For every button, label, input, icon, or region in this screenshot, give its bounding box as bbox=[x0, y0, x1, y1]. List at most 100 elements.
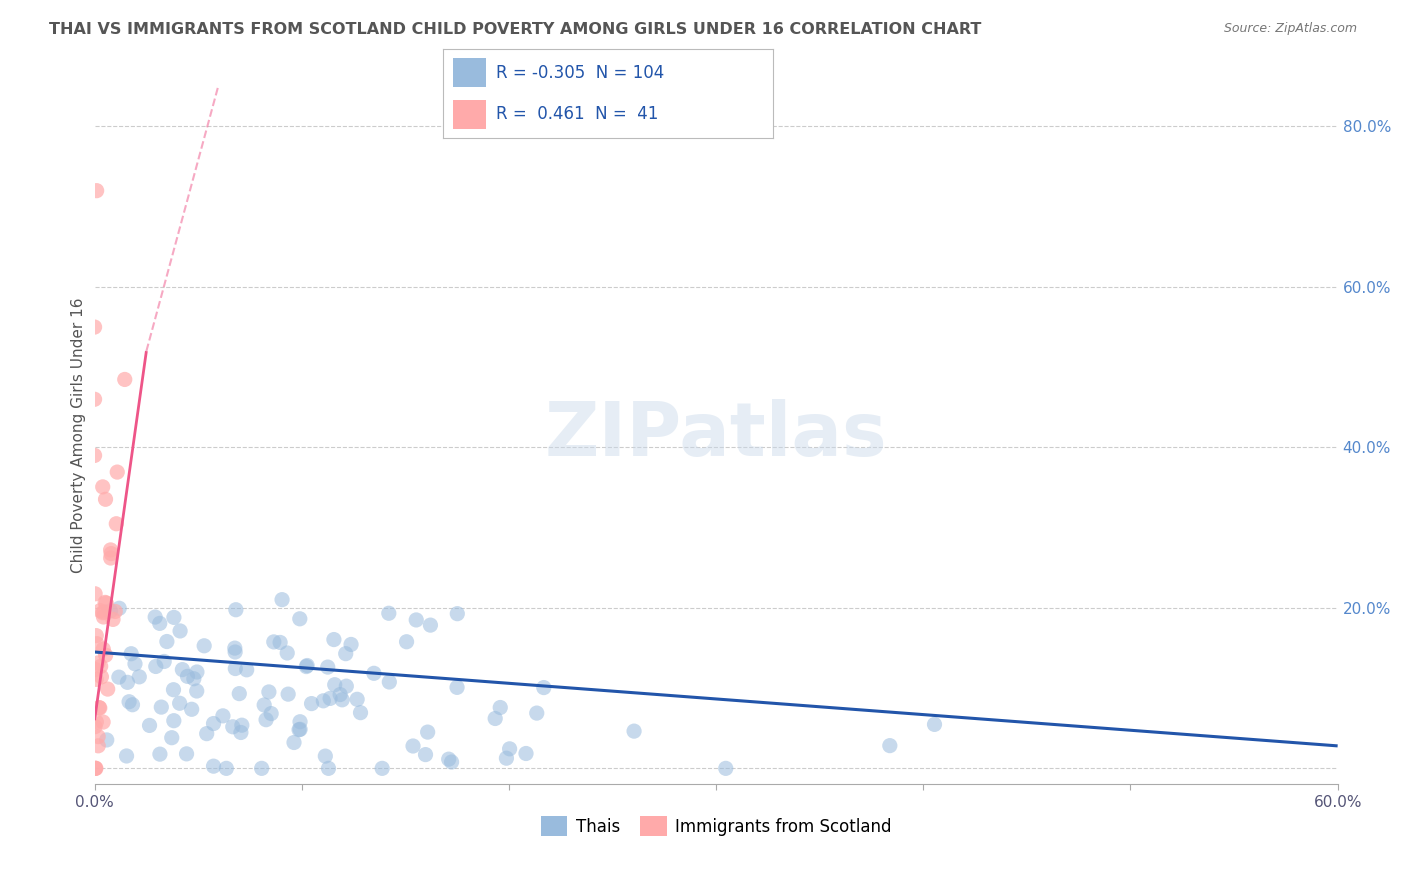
Point bbox=[96, 596, 118, 610]
Point bbox=[288, 723, 311, 737]
Point bbox=[105, 516, 128, 531]
Point bbox=[149, 616, 172, 631]
Point bbox=[224, 661, 246, 675]
Point bbox=[87, 739, 110, 753]
Point bbox=[186, 684, 208, 698]
Point bbox=[114, 372, 136, 386]
Point bbox=[91, 606, 114, 620]
Point bbox=[623, 724, 645, 739]
Point bbox=[162, 682, 184, 697]
Point bbox=[180, 702, 202, 716]
Point bbox=[195, 726, 218, 740]
Point bbox=[149, 747, 172, 761]
Point bbox=[446, 681, 468, 695]
Point bbox=[288, 714, 311, 729]
Point bbox=[91, 480, 114, 494]
Point bbox=[84, 761, 107, 775]
Point bbox=[108, 670, 131, 684]
Point bbox=[346, 692, 368, 706]
Point bbox=[202, 716, 225, 731]
Point bbox=[87, 730, 110, 744]
Point bbox=[94, 648, 117, 663]
Point bbox=[224, 645, 246, 659]
Point bbox=[277, 687, 299, 701]
Point bbox=[484, 711, 506, 725]
Point bbox=[86, 714, 108, 729]
Point bbox=[163, 610, 186, 624]
Point bbox=[225, 603, 247, 617]
Point bbox=[169, 624, 191, 638]
Point bbox=[498, 742, 520, 756]
Point bbox=[94, 595, 117, 609]
Point bbox=[314, 749, 336, 764]
Point bbox=[94, 492, 117, 507]
Point bbox=[89, 700, 111, 714]
Point bbox=[145, 659, 167, 673]
Point bbox=[105, 465, 128, 479]
Point bbox=[100, 551, 122, 566]
Point bbox=[323, 678, 346, 692]
Point bbox=[924, 717, 946, 731]
Point bbox=[295, 658, 318, 673]
Text: THAI VS IMMIGRANTS FROM SCOTLAND CHILD POVERTY AMONG GIRLS UNDER 16 CORRELATION : THAI VS IMMIGRANTS FROM SCOTLAND CHILD P… bbox=[49, 22, 981, 37]
Point bbox=[316, 660, 339, 674]
Point bbox=[446, 607, 468, 621]
Point bbox=[86, 184, 108, 198]
Point bbox=[416, 725, 439, 739]
Point bbox=[276, 646, 298, 660]
Point bbox=[91, 642, 114, 657]
Point bbox=[526, 706, 548, 720]
Point bbox=[335, 647, 357, 661]
Point bbox=[440, 755, 463, 769]
Point bbox=[437, 752, 460, 766]
Point bbox=[378, 607, 401, 621]
Point bbox=[231, 718, 253, 732]
Point bbox=[89, 701, 111, 715]
Point bbox=[714, 761, 737, 775]
Point bbox=[228, 687, 250, 701]
Point bbox=[101, 612, 124, 626]
Point bbox=[253, 698, 276, 712]
Point bbox=[283, 735, 305, 749]
Point bbox=[84, 629, 107, 643]
Point bbox=[91, 714, 114, 729]
Point bbox=[257, 685, 280, 699]
Point bbox=[138, 718, 160, 732]
Point bbox=[84, 663, 107, 677]
Point bbox=[115, 749, 138, 764]
Point bbox=[163, 714, 186, 728]
Point bbox=[363, 666, 385, 681]
Text: R =  0.461  N =  41: R = 0.461 N = 41 bbox=[496, 105, 658, 123]
Point bbox=[254, 713, 277, 727]
Point bbox=[89, 604, 111, 618]
Point bbox=[84, 587, 107, 601]
Point bbox=[87, 656, 110, 670]
Point bbox=[160, 731, 183, 745]
Point bbox=[176, 747, 198, 761]
Point bbox=[169, 696, 191, 710]
Text: ZIPatlas: ZIPatlas bbox=[544, 399, 887, 472]
Point bbox=[100, 547, 122, 561]
Point bbox=[93, 610, 115, 624]
Point bbox=[172, 663, 194, 677]
Point bbox=[193, 639, 215, 653]
Point bbox=[176, 669, 198, 683]
Point bbox=[83, 449, 105, 463]
Point bbox=[121, 698, 143, 712]
Point bbox=[335, 679, 357, 693]
Y-axis label: Child Poverty Among Girls Under 16: Child Poverty Among Girls Under 16 bbox=[72, 298, 86, 574]
Point bbox=[229, 725, 252, 739]
Point bbox=[90, 659, 112, 673]
Point bbox=[183, 672, 205, 686]
Point bbox=[104, 604, 127, 618]
Point bbox=[90, 670, 112, 684]
Bar bbox=[453, 100, 486, 129]
Point bbox=[186, 665, 208, 679]
Bar bbox=[453, 58, 486, 87]
Point bbox=[349, 706, 371, 720]
Point bbox=[235, 663, 257, 677]
Point bbox=[96, 733, 118, 747]
Point bbox=[100, 542, 122, 557]
Point bbox=[117, 675, 139, 690]
Point bbox=[295, 659, 318, 673]
